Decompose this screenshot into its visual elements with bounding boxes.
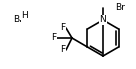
Text: Br: Br (13, 14, 23, 24)
Text: Br: Br (115, 2, 125, 12)
Text: F: F (60, 45, 65, 55)
Text: F: F (60, 24, 65, 32)
Text: H: H (21, 10, 27, 20)
Text: N: N (100, 16, 106, 24)
Text: F: F (51, 34, 56, 43)
